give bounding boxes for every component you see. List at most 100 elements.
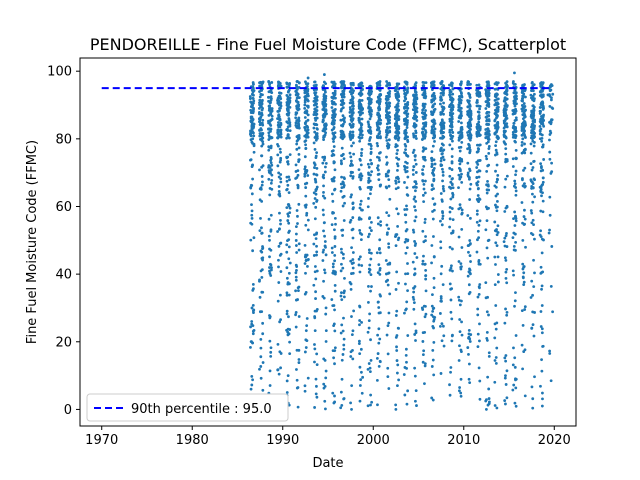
y-tick-label: 60 bbox=[55, 200, 72, 215]
scatter-point bbox=[368, 96, 371, 100]
scatter-point bbox=[412, 301, 416, 305]
scatter-point bbox=[475, 143, 479, 147]
scatter-point bbox=[451, 92, 455, 96]
scatter-point bbox=[494, 356, 498, 359]
scatter-point bbox=[496, 255, 500, 259]
scatter-point bbox=[378, 251, 382, 255]
scatter-point bbox=[324, 407, 327, 411]
scatter-point bbox=[468, 337, 472, 341]
scatter-point bbox=[460, 80, 463, 84]
scatter-point bbox=[395, 309, 399, 313]
scatter-point bbox=[358, 173, 362, 177]
scatter-point bbox=[523, 135, 527, 139]
scatter-point bbox=[414, 208, 417, 212]
scatter-point bbox=[324, 104, 327, 108]
scatter-point bbox=[339, 118, 343, 122]
scatter-point bbox=[450, 147, 454, 151]
scatter-point bbox=[251, 104, 254, 107]
scatter-point bbox=[359, 238, 363, 242]
scatter-point bbox=[333, 346, 337, 350]
scatter-point bbox=[394, 408, 398, 411]
x-axis-label: Date bbox=[312, 456, 343, 471]
scatter-point bbox=[295, 209, 299, 212]
scatter-point bbox=[485, 127, 489, 131]
scatter-point bbox=[367, 248, 371, 252]
scatter-point bbox=[530, 221, 534, 225]
scatter-point bbox=[406, 89, 409, 93]
scatter-point bbox=[297, 285, 301, 289]
scatter-point bbox=[460, 159, 464, 163]
scatter-point bbox=[387, 214, 391, 217]
scatter-point bbox=[433, 127, 437, 131]
scatter-point bbox=[523, 208, 526, 212]
scatter-point bbox=[485, 119, 489, 123]
scatter-point bbox=[486, 256, 490, 260]
scatter-point bbox=[268, 135, 271, 139]
scatter-point bbox=[505, 267, 509, 271]
scatter-point bbox=[476, 129, 480, 133]
scatter-point bbox=[250, 213, 254, 217]
scatter-point bbox=[349, 118, 353, 122]
y-tick-label: 40 bbox=[55, 268, 72, 283]
scatter-point bbox=[403, 366, 407, 369]
scatter-point bbox=[430, 365, 434, 368]
scatter-point bbox=[476, 229, 480, 233]
scatter-point bbox=[521, 99, 524, 103]
scatter-point bbox=[388, 121, 391, 125]
scatter-point bbox=[514, 248, 517, 252]
scatter-point bbox=[379, 121, 383, 125]
scatter-point bbox=[404, 353, 408, 357]
scatter-point bbox=[312, 254, 316, 257]
scatter-point bbox=[269, 229, 273, 233]
scatter-point bbox=[313, 197, 317, 200]
scatter-point bbox=[467, 244, 470, 247]
scatter-point bbox=[385, 115, 389, 119]
scatter-point bbox=[441, 84, 445, 88]
scatter-point bbox=[541, 108, 545, 111]
scatter-point bbox=[405, 109, 409, 113]
scatter-point bbox=[321, 118, 325, 122]
scatter-point bbox=[513, 128, 517, 132]
scatter-point bbox=[287, 98, 291, 102]
scatter-point bbox=[505, 104, 509, 107]
scatter-point bbox=[359, 163, 363, 167]
scatter-point bbox=[494, 203, 497, 207]
scatter-point bbox=[358, 255, 362, 259]
scatter-point bbox=[413, 158, 417, 162]
scatter-point bbox=[475, 83, 479, 87]
scatter-point bbox=[448, 210, 452, 214]
scatter-point bbox=[305, 213, 308, 217]
scatter-point bbox=[358, 159, 362, 162]
scatter-point bbox=[304, 90, 308, 93]
scatter-point bbox=[450, 155, 454, 158]
scatter-point bbox=[432, 340, 436, 344]
scatter-point bbox=[485, 219, 489, 223]
scatter-point bbox=[285, 291, 289, 295]
scatter-point bbox=[388, 197, 392, 201]
scatter-point bbox=[358, 228, 362, 232]
scatter-point bbox=[279, 150, 282, 154]
scatter-point bbox=[278, 320, 282, 324]
scatter-point bbox=[433, 139, 436, 143]
scatter-point bbox=[542, 119, 546, 122]
scatter-point bbox=[448, 393, 452, 397]
scatter-point bbox=[315, 198, 319, 202]
scatter-point bbox=[331, 199, 335, 203]
scatter-point bbox=[493, 118, 497, 122]
scatter-point bbox=[476, 147, 480, 150]
scatter-point bbox=[315, 395, 319, 399]
x-tick-label: 2000 bbox=[357, 433, 390, 448]
scatter-point bbox=[315, 127, 319, 130]
scatter-point bbox=[249, 238, 253, 242]
scatter-point bbox=[294, 239, 298, 242]
scatter-point bbox=[330, 99, 334, 103]
scatter-point bbox=[511, 130, 515, 134]
scatter-point bbox=[324, 108, 328, 112]
scatter-point bbox=[549, 171, 553, 175]
scatter-point bbox=[340, 86, 343, 90]
scatter-point bbox=[397, 378, 401, 382]
scatter-point bbox=[503, 91, 507, 95]
scatter-point bbox=[349, 123, 352, 127]
scatter-point bbox=[294, 298, 298, 302]
scatter-point bbox=[487, 94, 491, 98]
